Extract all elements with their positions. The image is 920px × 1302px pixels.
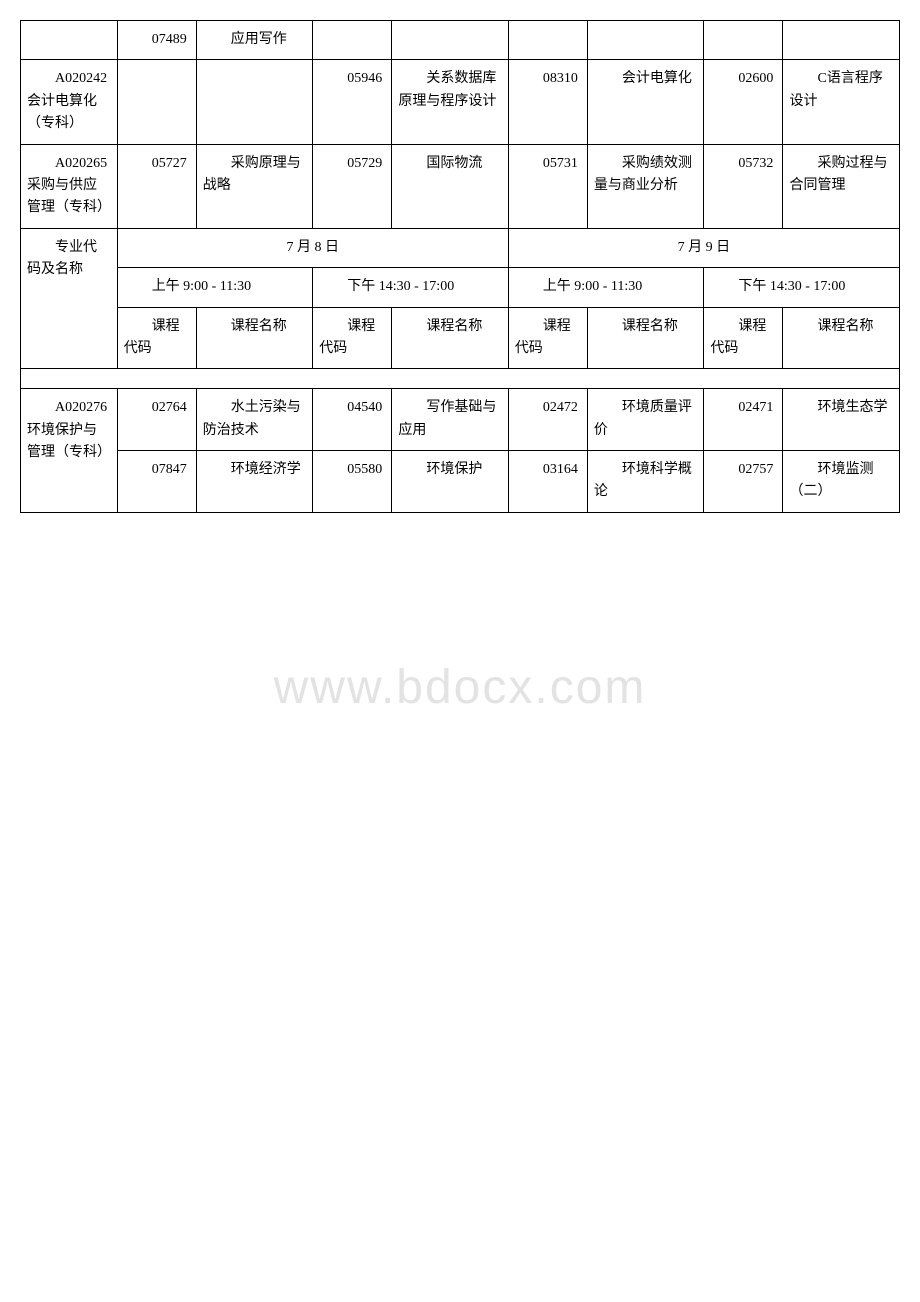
code-header: 课程代码 xyxy=(704,307,783,369)
date-header: 7 月 9 日 xyxy=(508,228,899,267)
code-header: 课程代码 xyxy=(313,307,392,369)
code-cell xyxy=(704,21,783,60)
name-header: 课程名称 xyxy=(783,307,900,369)
major-cell xyxy=(21,21,118,60)
name-cell xyxy=(196,60,312,144)
header-row-dates: 专业代码及名称 7 月 8 日 7 月 9 日 xyxy=(21,228,900,267)
name-cell xyxy=(392,21,508,60)
major-header: 专业代码及名称 xyxy=(21,228,118,369)
table-row: A020265 采购与供应管理（专科） 05727 采购原理与战略 05729 … xyxy=(21,144,900,228)
code-cell: 05946 xyxy=(313,60,392,144)
code-cell xyxy=(313,21,392,60)
code-cell: 02472 xyxy=(508,389,587,451)
name-cell: 写作基础与应用 xyxy=(392,389,508,451)
code-cell: 03164 xyxy=(508,451,587,513)
name-cell: 环境监测（二） xyxy=(783,451,900,513)
code-cell: 05580 xyxy=(313,451,392,513)
code-cell: 02600 xyxy=(704,60,783,144)
name-cell: 采购原理与战略 xyxy=(196,144,312,228)
name-cell: 环境经济学 xyxy=(196,451,312,513)
code-cell: 04540 xyxy=(313,389,392,451)
code-cell: 08310 xyxy=(508,60,587,144)
code-cell: 05729 xyxy=(313,144,392,228)
separator-cell xyxy=(21,369,900,389)
major-cell: A020242 会计电算化（专科） xyxy=(21,60,118,144)
name-header: 课程名称 xyxy=(196,307,312,369)
name-cell: 采购过程与合同管理 xyxy=(783,144,900,228)
code-cell xyxy=(508,21,587,60)
table-row: 07489 应用写作 xyxy=(21,21,900,60)
header-row-times: 上午 9:00 - 11:30 下午 14:30 - 17:00 上午 9:00… xyxy=(21,268,900,307)
name-cell: 会计电算化 xyxy=(587,60,703,144)
name-cell xyxy=(783,21,900,60)
name-cell xyxy=(587,21,703,60)
name-header: 课程名称 xyxy=(392,307,508,369)
table-row: 07847 环境经济学 05580 环境保护 03164 环境科学概论 0275… xyxy=(21,451,900,513)
table-row: A020242 会计电算化（专科） 05946 关系数据库原理与程序设计 083… xyxy=(21,60,900,144)
time-header: 下午 14:30 - 17:00 xyxy=(313,268,509,307)
name-cell: 关系数据库原理与程序设计 xyxy=(392,60,508,144)
major-cell: A020265 采购与供应管理（专科） xyxy=(21,144,118,228)
watermark-text: www.bdocx.com xyxy=(274,660,647,715)
time-header: 下午 14:30 - 17:00 xyxy=(704,268,900,307)
name-cell: 国际物流 xyxy=(392,144,508,228)
name-cell: 环境质量评价 xyxy=(587,389,703,451)
date-header: 7 月 8 日 xyxy=(117,228,508,267)
name-header: 课程名称 xyxy=(587,307,703,369)
name-cell: 环境生态学 xyxy=(783,389,900,451)
code-header: 课程代码 xyxy=(508,307,587,369)
code-header: 课程代码 xyxy=(117,307,196,369)
table-row: A020276 环境保护与管理（专科） 02764 水土污染与防治技术 0454… xyxy=(21,389,900,451)
code-cell: 05732 xyxy=(704,144,783,228)
code-cell: 02471 xyxy=(704,389,783,451)
separator-row xyxy=(21,369,900,389)
time-header: 上午 9:00 - 11:30 xyxy=(117,268,313,307)
name-cell: 应用写作 xyxy=(196,21,312,60)
name-cell: 采购绩效测量与商业分析 xyxy=(587,144,703,228)
code-cell xyxy=(117,60,196,144)
code-cell: 02764 xyxy=(117,389,196,451)
code-cell: 02757 xyxy=(704,451,783,513)
code-cell: 05731 xyxy=(508,144,587,228)
time-header: 上午 9:00 - 11:30 xyxy=(508,268,704,307)
name-cell: C语言程序设计 xyxy=(783,60,900,144)
name-cell: 环境科学概论 xyxy=(587,451,703,513)
name-cell: 水土污染与防治技术 xyxy=(196,389,312,451)
major-cell: A020276 环境保护与管理（专科） xyxy=(21,389,118,513)
name-cell: 环境保护 xyxy=(392,451,508,513)
code-cell: 07847 xyxy=(117,451,196,513)
code-cell: 07489 xyxy=(117,21,196,60)
exam-schedule-table: 07489 应用写作 A020242 会计电算化（专科） 05946 关系数据库… xyxy=(20,20,900,513)
header-row-labels: 课程代码 课程名称 课程代码 课程名称 课程代码 课程名称 课程代码 课程名称 xyxy=(21,307,900,369)
